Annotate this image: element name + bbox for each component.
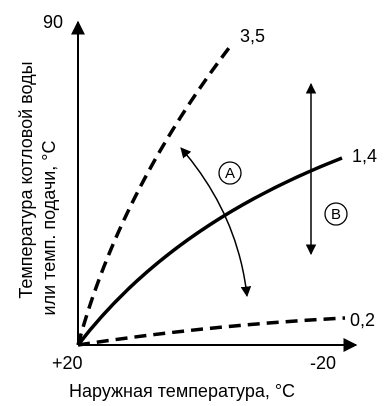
curve-1-4 bbox=[76, 156, 343, 347]
y-axis-label-line2: или темп. подачи, °C bbox=[39, 141, 59, 316]
marker-b-circle bbox=[324, 202, 348, 226]
curve-0-2 bbox=[77, 316, 346, 347]
curve-label-1-4: 1,4 bbox=[352, 146, 377, 166]
x-tick-right: -20 bbox=[310, 353, 336, 373]
curve-3-5 bbox=[76, 42, 234, 346]
y-tick-top: 90 bbox=[43, 12, 63, 32]
curve-label-0-2: 0,2 bbox=[350, 310, 375, 330]
y-axis-label-line1: Температура котловой воды bbox=[16, 61, 36, 298]
marker-a-label: A bbox=[225, 165, 235, 182]
marker-a-circle bbox=[218, 161, 242, 185]
x-axis-label: Наружная температура, °C bbox=[69, 381, 295, 401]
marker-b-label: B bbox=[331, 206, 341, 223]
slope-arrow bbox=[180, 147, 252, 298]
curve-label-3-5: 3,5 bbox=[240, 26, 265, 46]
x-tick-left: +20 bbox=[52, 353, 83, 373]
